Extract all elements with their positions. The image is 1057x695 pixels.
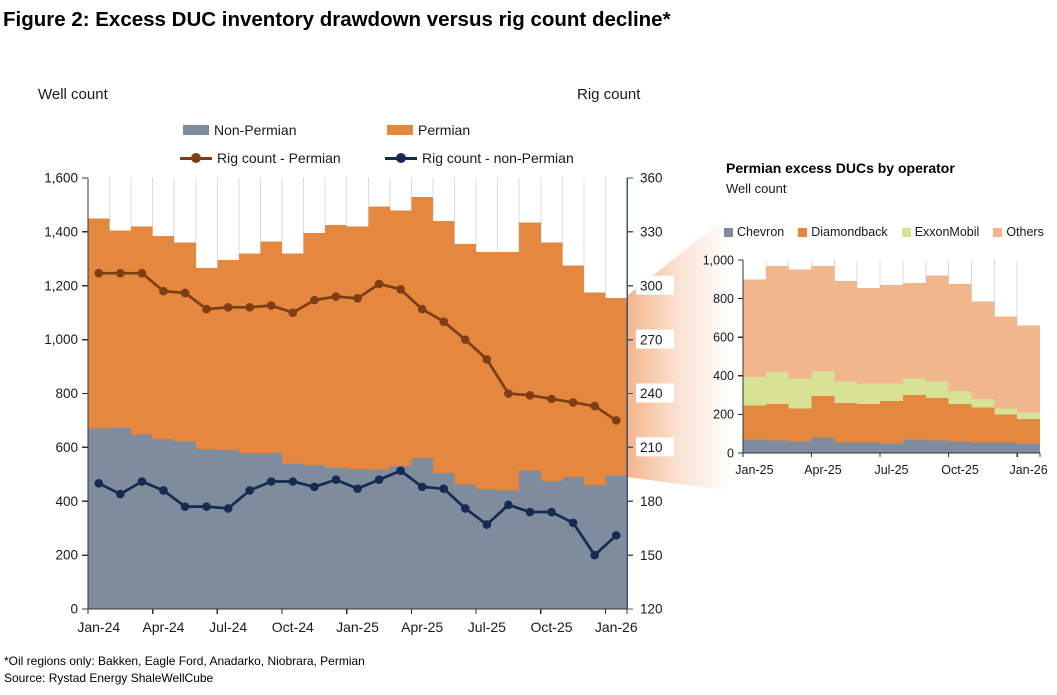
- svg-text:200: 200: [713, 408, 734, 422]
- svg-text:Jul-25: Jul-25: [874, 463, 908, 477]
- legend-item-others: Others: [993, 225, 1044, 239]
- legend-item-exxonmobil: ExxonMobil: [901, 225, 980, 239]
- figure-title: Figure 2: Excess DUC inventory drawdown …: [3, 8, 671, 31]
- svg-text:210: 210: [640, 440, 663, 455]
- svg-text:360: 360: [640, 171, 663, 186]
- main-chart-canvas: 0 200 400 600 800 1,000 1,200 1,400 1,600 Jan-24 A…: [44, 170, 674, 635]
- svg-text:200: 200: [55, 548, 78, 563]
- svg-text:Jan-26: Jan-26: [1009, 463, 1047, 477]
- legend-item-chevron: Chevron: [724, 225, 784, 239]
- footnote-source: Source: Rystad Energy ShaleWellCube: [4, 671, 214, 685]
- legend-label-diamondback: Diamondback: [811, 225, 888, 239]
- legend-label-rig-non-permian: Rig count - non-Permian: [422, 150, 574, 166]
- non-permian-swatch: [183, 125, 209, 135]
- operator-chart-subtitle: Well count: [726, 181, 787, 196]
- svg-text:Oct-25: Oct-25: [531, 619, 573, 635]
- svg-text:800: 800: [55, 386, 78, 401]
- right-axis-title: Rig count: [577, 86, 641, 103]
- legend-label-non-permian: Non-Permian: [214, 122, 297, 138]
- svg-text:270: 270: [640, 332, 663, 347]
- svg-text:300: 300: [640, 278, 663, 293]
- svg-text:Apr-25: Apr-25: [401, 619, 443, 635]
- svg-text:600: 600: [713, 331, 734, 345]
- svg-text:Jan-25: Jan-25: [336, 619, 379, 635]
- svg-text:1,000: 1,000: [44, 332, 78, 347]
- svg-text:120: 120: [640, 602, 663, 617]
- footnote-regions: *Oil regions only: Bakken, Eagle Ford, A…: [4, 654, 365, 668]
- svg-text:240: 240: [640, 386, 663, 401]
- svg-text:Oct-25: Oct-25: [941, 463, 979, 477]
- legend-label-chevron: Chevron: [737, 225, 785, 239]
- svg-text:Jul-25: Jul-25: [468, 619, 506, 635]
- legend-label-permian: Permian: [418, 122, 471, 138]
- svg-text:0: 0: [727, 446, 734, 460]
- rig-non-permian-line-marker: [385, 153, 417, 163]
- chevron-swatch: [724, 227, 733, 237]
- exxonmobil-swatch: [901, 227, 911, 237]
- svg-text:Apr-25: Apr-25: [804, 463, 842, 477]
- svg-text:1,000: 1,000: [703, 253, 734, 267]
- svg-text:Jan-26: Jan-26: [595, 619, 638, 635]
- svg-text:400: 400: [55, 494, 78, 509]
- legend-label-others: Others: [1006, 225, 1044, 239]
- rig-permian-line-marker: [180, 153, 212, 163]
- legend-item-rig-permian: Rig count - Permian: [180, 150, 341, 166]
- svg-text:400: 400: [713, 369, 734, 383]
- svg-text:330: 330: [640, 225, 663, 240]
- svg-text:1,600: 1,600: [44, 171, 78, 186]
- svg-text:0: 0: [70, 602, 78, 617]
- line-marker-dot-icon: [191, 153, 201, 163]
- legend-item-diamondback: Diamondback: [798, 225, 888, 239]
- svg-text:Apr-24: Apr-24: [142, 619, 184, 635]
- svg-text:Oct-24: Oct-24: [272, 619, 314, 635]
- permian-swatch: [387, 125, 413, 135]
- legend-label-rig-permian: Rig count - Permian: [217, 150, 341, 166]
- operator-chart-canvas: 0 200 400 600 800 1,000 Jan-25 Apr-25 Jul-25 Oct-…: [703, 253, 1048, 477]
- svg-text:Jan-25: Jan-25: [735, 463, 773, 477]
- line-marker-dot-icon: [396, 153, 406, 163]
- svg-text:Jul-24: Jul-24: [209, 619, 247, 635]
- svg-text:600: 600: [55, 440, 78, 455]
- legend-item-permian: Permian: [387, 122, 470, 138]
- svg-text:1,200: 1,200: [44, 278, 78, 293]
- legend-item-rig-non-permian: Rig count - non-Permian: [385, 150, 574, 166]
- svg-text:150: 150: [640, 548, 663, 563]
- operator-chart-legend: Chevron Diamondback ExxonMobil Others: [724, 225, 1044, 239]
- svg-text:Jan-24: Jan-24: [77, 619, 120, 635]
- svg-text:180: 180: [640, 494, 663, 509]
- svg-text:800: 800: [713, 292, 734, 306]
- diamondback-swatch: [798, 227, 808, 237]
- legend-item-non-permian: Non-Permian: [183, 122, 296, 138]
- others-swatch: [993, 227, 1003, 237]
- operator-chart-title: Permian excess DUCs by operator: [726, 160, 955, 176]
- svg-text:1,400: 1,400: [44, 224, 78, 239]
- left-axis-title: Well count: [38, 86, 108, 103]
- legend-label-exxonmobil: ExxonMobil: [914, 225, 980, 239]
